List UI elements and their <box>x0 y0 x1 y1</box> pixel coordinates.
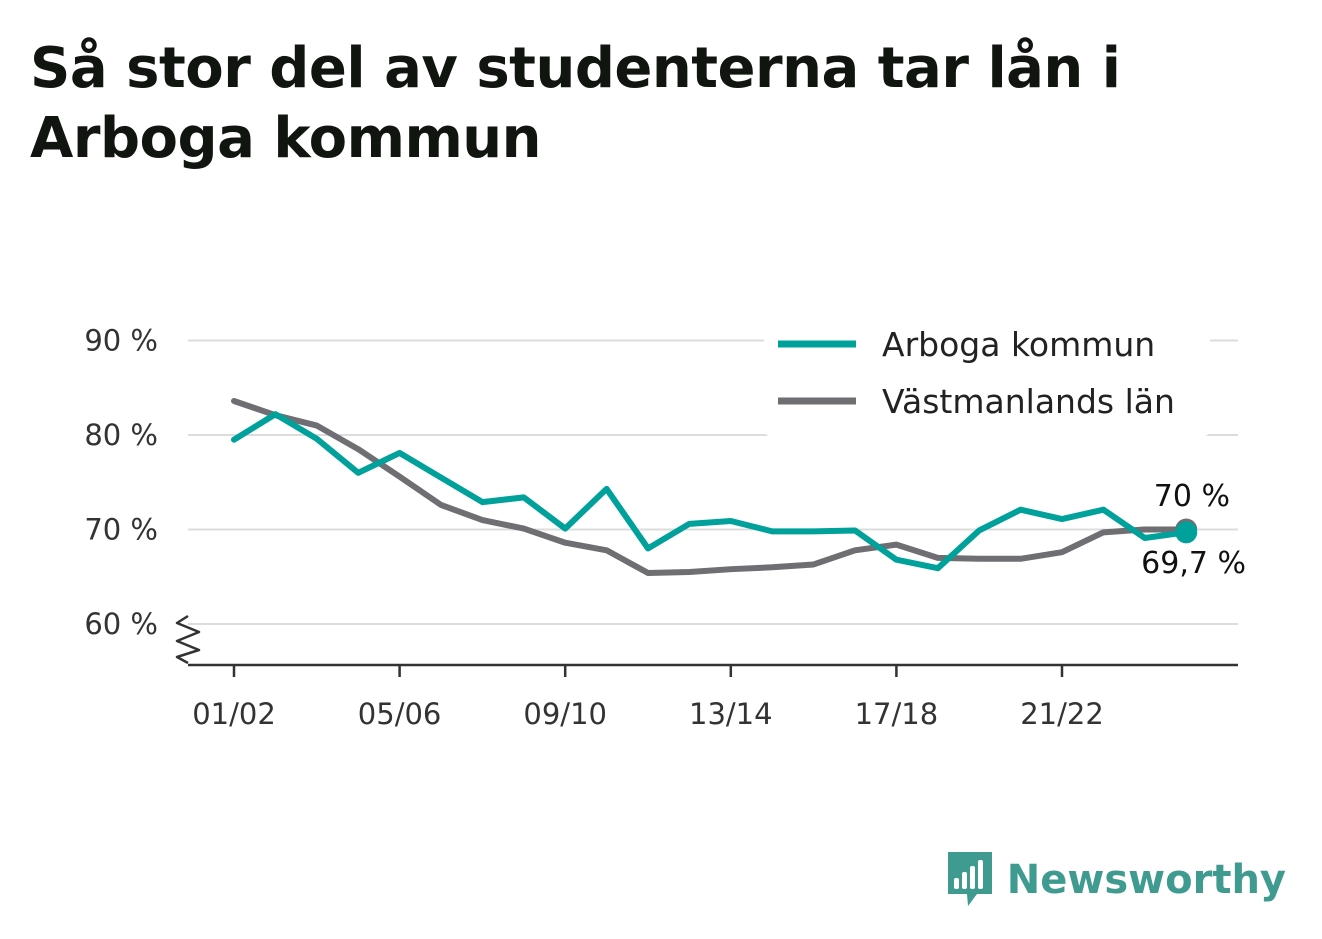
x-tick-label: 05/06 <box>358 697 442 731</box>
bar-chart-speech-bubble-icon <box>947 852 992 906</box>
x-tick-label: 21/22 <box>1020 697 1104 731</box>
x-axis: 01/02 05/06 09/10 13/14 17/18 21/22 <box>188 663 1238 731</box>
x-tick-label: 13/14 <box>689 697 773 731</box>
end-point-marker <box>1175 521 1198 544</box>
x-tick-label: 17/18 <box>855 697 939 731</box>
brand-name: Newsworthy <box>1006 857 1286 903</box>
x-tick-label: 01/02 <box>192 697 276 731</box>
y-tick-label: 90 % <box>84 324 158 358</box>
series-lines <box>231 397 1198 576</box>
y-axis: 60 % 70 % 80 % 90 % <box>84 324 201 665</box>
legend-label: Arboga kommun <box>882 325 1155 364</box>
legend-label: Västmanlands län <box>882 382 1175 421</box>
series-line <box>231 397 1190 576</box>
axis-break-icon <box>175 614 201 665</box>
legend: Arboga kommun Västmanlands län <box>764 320 1210 436</box>
x-tick-label: 09/10 <box>523 697 607 731</box>
y-tick-label: 80 % <box>84 418 158 452</box>
end-label-vastmanland: 70 % <box>1154 479 1230 514</box>
end-labels: 70 % 69,7 % <box>1141 479 1246 581</box>
legend-background <box>764 320 1210 436</box>
series-line <box>231 411 1190 572</box>
y-tick-label: 70 % <box>84 513 158 547</box>
end-label-arboga: 69,7 % <box>1141 546 1246 581</box>
brand-logo: Newsworthy <box>945 850 1286 910</box>
chart-title: Så stor del av studenterna tar lån i Arb… <box>30 36 1121 171</box>
y-tick-label: 60 % <box>84 607 158 641</box>
